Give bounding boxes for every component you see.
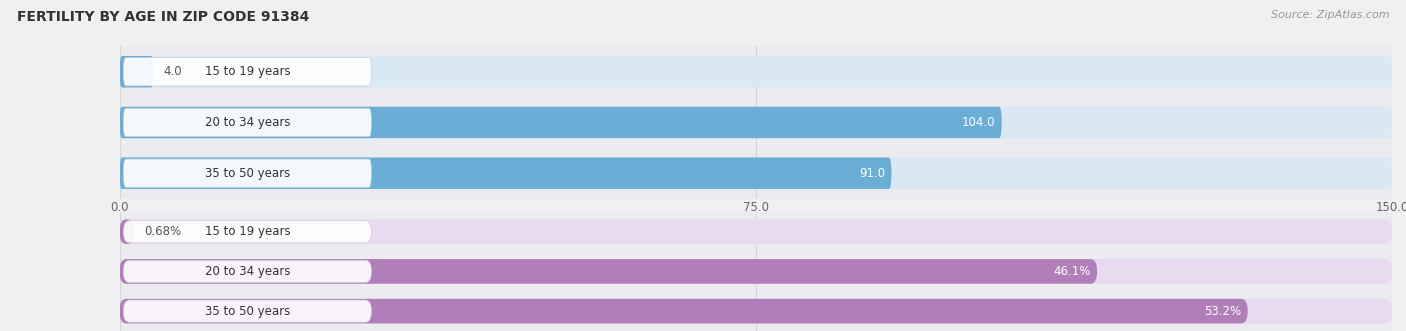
FancyBboxPatch shape bbox=[120, 56, 1392, 87]
FancyBboxPatch shape bbox=[120, 219, 1392, 244]
FancyBboxPatch shape bbox=[120, 219, 134, 244]
FancyBboxPatch shape bbox=[124, 300, 371, 322]
FancyBboxPatch shape bbox=[120, 299, 1247, 323]
Text: 35 to 50 years: 35 to 50 years bbox=[205, 305, 290, 318]
FancyBboxPatch shape bbox=[124, 58, 371, 86]
FancyBboxPatch shape bbox=[120, 158, 1392, 189]
Text: Source: ZipAtlas.com: Source: ZipAtlas.com bbox=[1271, 10, 1389, 20]
FancyBboxPatch shape bbox=[120, 107, 1392, 138]
Text: 35 to 50 years: 35 to 50 years bbox=[205, 167, 290, 180]
FancyBboxPatch shape bbox=[124, 221, 371, 243]
Text: 53.2%: 53.2% bbox=[1205, 305, 1241, 318]
Text: FERTILITY BY AGE IN ZIP CODE 91384: FERTILITY BY AGE IN ZIP CODE 91384 bbox=[17, 10, 309, 24]
FancyBboxPatch shape bbox=[120, 107, 1001, 138]
Text: 104.0: 104.0 bbox=[962, 116, 995, 129]
FancyBboxPatch shape bbox=[124, 260, 371, 282]
Text: 15 to 19 years: 15 to 19 years bbox=[205, 225, 290, 238]
Text: 0.68%: 0.68% bbox=[143, 225, 181, 238]
Text: 46.1%: 46.1% bbox=[1053, 265, 1091, 278]
FancyBboxPatch shape bbox=[120, 299, 1392, 323]
FancyBboxPatch shape bbox=[120, 259, 1392, 284]
FancyBboxPatch shape bbox=[124, 108, 371, 137]
Text: 91.0: 91.0 bbox=[859, 167, 886, 180]
Text: 20 to 34 years: 20 to 34 years bbox=[205, 116, 290, 129]
Text: 20 to 34 years: 20 to 34 years bbox=[205, 265, 290, 278]
Text: 15 to 19 years: 15 to 19 years bbox=[205, 65, 290, 78]
FancyBboxPatch shape bbox=[120, 56, 153, 87]
FancyBboxPatch shape bbox=[120, 259, 1097, 284]
FancyBboxPatch shape bbox=[124, 159, 371, 187]
FancyBboxPatch shape bbox=[120, 158, 891, 189]
Text: 4.0: 4.0 bbox=[163, 65, 183, 78]
